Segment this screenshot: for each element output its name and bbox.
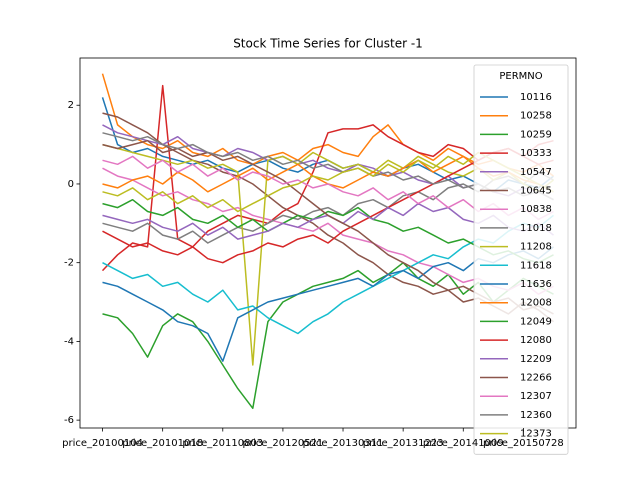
x-tick-label: price_20141009 — [423, 438, 504, 449]
x-tick-label: price_20120521 — [243, 438, 324, 449]
legend-label: 11618 — [520, 260, 552, 271]
legend-label: 10259 — [520, 129, 552, 140]
x-tick-label: price_20150728 — [483, 438, 564, 449]
legend-label: 11018 — [520, 223, 552, 234]
legend: PERMNO 10116 10258 10259 10333 10547 10645 1083… — [473, 64, 569, 455]
legend-label: 12008 — [520, 298, 552, 309]
x-tick-label: price_20100104 — [62, 438, 143, 449]
legend-label: 11208 — [520, 242, 552, 253]
legend-label: 12209 — [520, 354, 552, 365]
legend-title: PERMNO — [499, 71, 542, 82]
legend-box — [473, 64, 569, 455]
x-tick-label: price_20130311 — [303, 438, 384, 449]
legend-label: 10645 — [520, 186, 552, 197]
legend-label: 10547 — [520, 167, 552, 178]
y-tick-label: -2 — [64, 258, 74, 269]
legend-label: 10333 — [520, 148, 552, 159]
legend-label: 10838 — [520, 204, 552, 215]
x-tick-label: price_20131223 — [363, 438, 444, 449]
y-tick-label: -4 — [64, 336, 74, 347]
y-tick-label: 2 — [68, 100, 74, 111]
legend-label: 12307 — [520, 391, 552, 402]
legend-label: 12266 — [520, 373, 552, 384]
x-tick-label: price_20110803 — [182, 438, 263, 449]
legend-label: 12049 — [520, 316, 552, 327]
x-tick-label: price_20101018 — [122, 438, 203, 449]
legend-label: 12080 — [520, 335, 552, 346]
chart-title: Stock Time Series for Cluster -1 — [233, 37, 423, 51]
y-tick-label: 0 — [68, 179, 74, 190]
axes-frame — [79, 57, 577, 429]
legend-label: 11636 — [520, 279, 552, 290]
y-tick-label: -6 — [64, 415, 74, 426]
legend-label: 12373 — [520, 429, 552, 440]
legend-label: 12360 — [520, 410, 552, 421]
legend-label: 10116 — [520, 92, 552, 103]
legend-label: 10258 — [520, 111, 552, 122]
